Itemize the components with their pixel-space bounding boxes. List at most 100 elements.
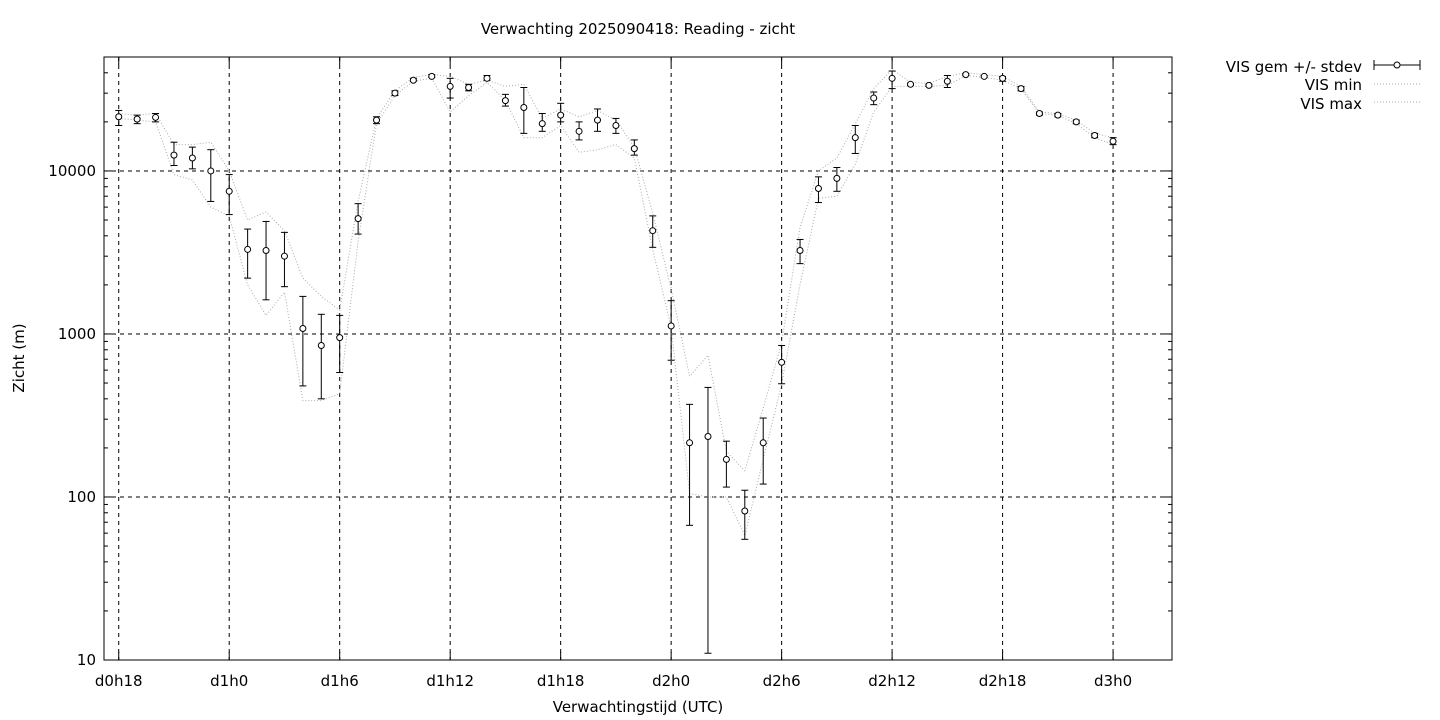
data-point-vis-gem — [207, 149, 215, 202]
mean-marker — [907, 80, 915, 88]
mean-marker — [962, 71, 970, 79]
data-point-vis-gem — [280, 231, 288, 288]
y-axis-label: Zicht (m) — [10, 323, 28, 392]
data-point-vis-gem — [999, 74, 1007, 82]
data-point-vis-gem — [115, 109, 123, 127]
data-point-vis-gem — [686, 403, 694, 526]
data-point-vis-gem — [1017, 85, 1025, 93]
mean-marker — [778, 358, 786, 366]
mean-marker — [686, 439, 694, 447]
mean-marker — [317, 341, 325, 349]
data-point-vis-gem — [593, 108, 601, 132]
data-point-vis-gem — [649, 215, 657, 248]
mean-marker — [188, 154, 196, 162]
data-point-vis-gem — [907, 80, 915, 88]
data-point-vis-gem — [409, 76, 417, 84]
data-point-vis-gem — [317, 313, 325, 400]
data-point-vis-gem — [170, 141, 178, 166]
mean-marker — [704, 432, 712, 440]
data-point-vis-gem — [1035, 110, 1043, 118]
x-tick-label: d1h0 — [210, 672, 248, 690]
data-point-vis-gem — [483, 74, 491, 82]
mean-marker — [557, 111, 565, 119]
mean-marker — [925, 81, 933, 89]
mean-marker — [888, 74, 896, 82]
legend-label-mean: VIS gem +/- stdev — [1226, 58, 1362, 76]
mean-marker — [870, 94, 878, 102]
mean-marker — [299, 325, 307, 333]
data-point-vis-gem — [1054, 111, 1062, 119]
data-point-vis-gem — [888, 70, 896, 90]
mean-marker — [833, 174, 841, 182]
data-point-vis-gem — [630, 139, 638, 156]
data-point-vis-gem — [446, 77, 454, 99]
data-point-vis-gem — [373, 116, 381, 125]
mean-marker — [446, 82, 454, 90]
mean-marker — [428, 72, 436, 80]
data-point-vis-gem — [244, 228, 252, 279]
mean-marker — [1109, 137, 1117, 145]
data-point-vis-gem — [354, 203, 362, 235]
data-point-vis-gem — [962, 71, 970, 79]
data-point-vis-gem — [557, 102, 565, 123]
x-tick-label: d1h18 — [537, 672, 585, 690]
data-point-vis-gem — [759, 417, 767, 485]
mean-marker — [999, 74, 1007, 82]
data-point-vis-gem — [299, 295, 307, 387]
data-point-vis-gem — [520, 86, 528, 134]
data-point-vis-gem — [538, 113, 546, 132]
mean-marker — [649, 227, 657, 235]
mean-marker — [133, 115, 141, 123]
mean-marker — [1054, 111, 1062, 119]
data-point-vis-gem — [704, 386, 712, 654]
mean-marker — [759, 439, 767, 447]
data-point-vis-gem — [1091, 131, 1099, 139]
mean-marker — [796, 247, 804, 255]
mean-marker — [722, 455, 730, 463]
mean-marker — [667, 322, 675, 330]
mean-marker — [1091, 131, 1099, 139]
data-point-vis-gem — [1072, 118, 1080, 126]
chart-title: Verwachting 2025090418: Reading - zicht — [481, 20, 795, 38]
mean-marker — [225, 187, 233, 195]
mean-marker — [1072, 118, 1080, 126]
plot-series — [115, 68, 1117, 654]
y-axis-ticks: 10 100 1000 10000 — [48, 72, 1172, 669]
data-point-vis-gem — [501, 93, 509, 107]
grid-lines — [104, 57, 1172, 660]
plot-frame — [103, 56, 1173, 661]
data-point-vis-gem — [851, 125, 859, 154]
data-point-vis-gem — [814, 176, 822, 204]
y-tick-label: 100 — [67, 488, 96, 506]
data-point-vis-gem — [833, 166, 841, 192]
mean-marker — [538, 120, 546, 128]
legend-swatch-mean — [1373, 60, 1421, 70]
data-point-vis-gem — [925, 81, 933, 89]
x-axis-label: Verwachtingstijd (UTC) — [553, 698, 724, 716]
x-tick-label: d0h18 — [95, 672, 143, 690]
legend: VIS gem +/- stdev VIS min VIS max — [1226, 58, 1421, 113]
data-point-vis-gem — [133, 114, 141, 125]
mean-marker — [115, 113, 123, 121]
mean-marker — [980, 72, 988, 80]
data-point-vis-gem — [741, 489, 749, 540]
mean-marker — [851, 134, 859, 142]
mean-marker — [207, 167, 215, 175]
legend-label-max: VIS max — [1300, 95, 1362, 113]
data-point-vis-gem — [778, 344, 786, 385]
data-point-vis-gem — [722, 440, 730, 488]
data-point-vis-gem — [870, 91, 878, 106]
data-point-vis-gem — [980, 72, 988, 80]
data-point-vis-gem — [667, 300, 675, 361]
x-tick-label: d3h0 — [1094, 672, 1132, 690]
mean-marker — [152, 113, 160, 121]
data-point-vis-gem — [465, 83, 473, 92]
data-point-vis-gem — [796, 238, 804, 265]
data-point-vis-gem — [152, 113, 160, 123]
x-tick-label: d1h6 — [321, 672, 359, 690]
mean-marker — [336, 334, 344, 342]
mean-marker — [520, 104, 528, 112]
data-point-vis-gem — [943, 75, 951, 88]
data-point-vis-gem — [225, 174, 233, 216]
